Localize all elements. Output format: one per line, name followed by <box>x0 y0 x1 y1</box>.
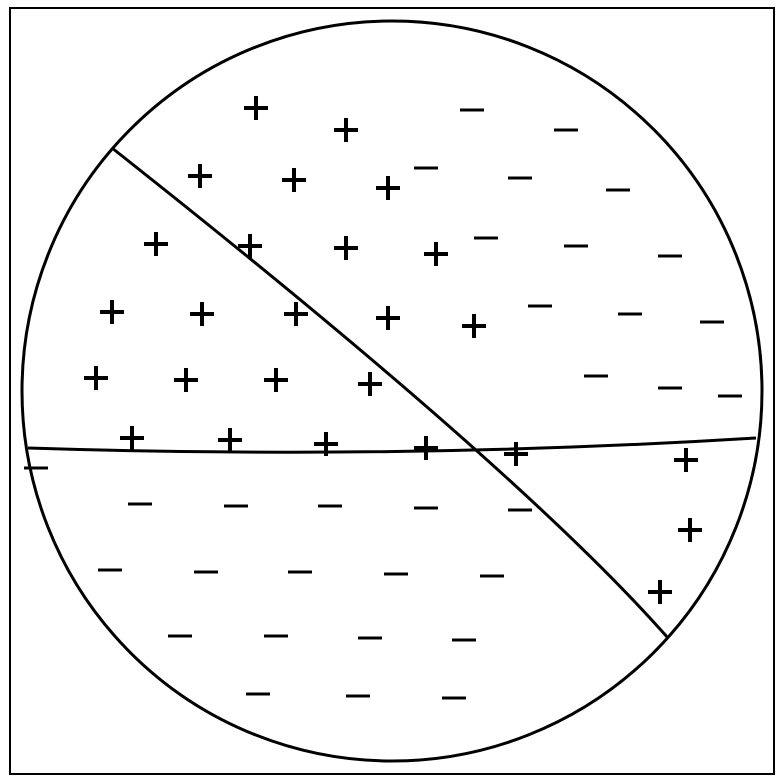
focal-mechanism-diagram <box>0 0 784 782</box>
outer-frame <box>10 8 774 774</box>
focal-mechanism-svg <box>0 0 784 782</box>
